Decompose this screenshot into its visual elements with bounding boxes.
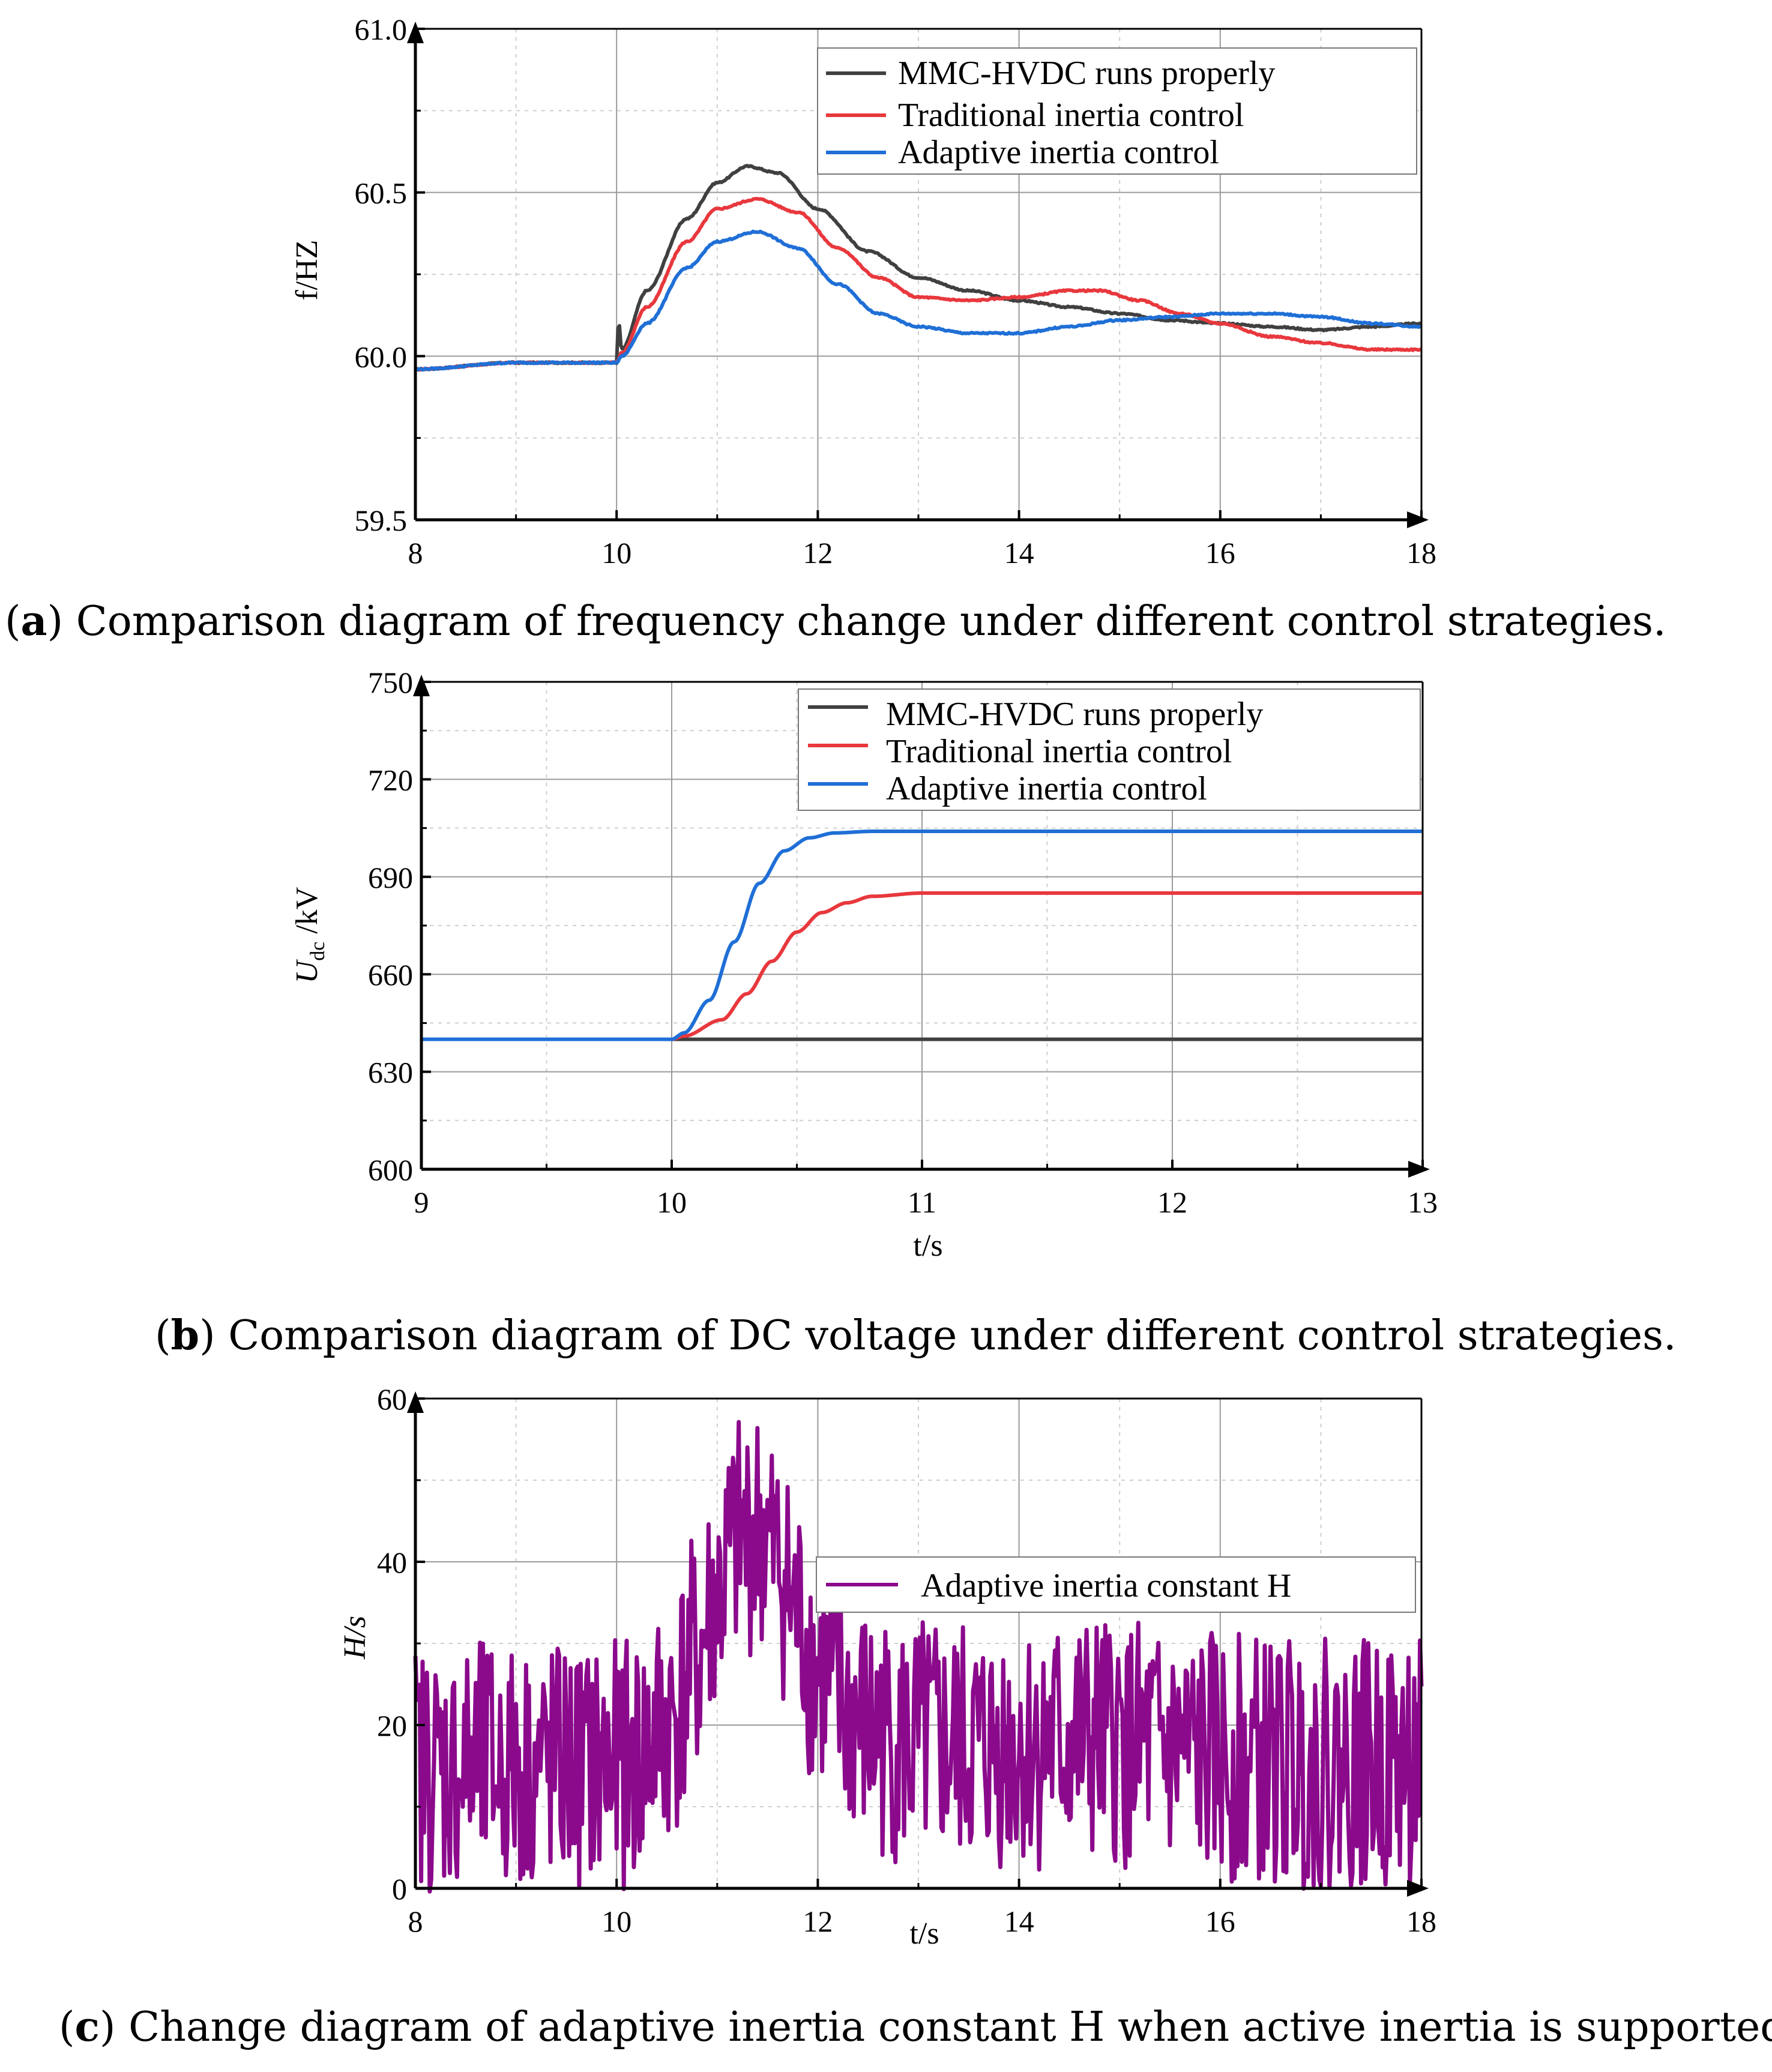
chart-b-ylabel: Udc /kV: [290, 887, 329, 984]
chart-b-ytick-5: 750: [368, 666, 413, 699]
chart-a-ytick-2: 60.5: [355, 176, 408, 210]
chart-a-series-0: [415, 164, 1422, 372]
chart-b-ytick-2: 660: [368, 958, 413, 992]
chart-a-caption-text: Comparison diagram of frequency change u…: [63, 598, 1666, 645]
chart-c-series: [413, 1420, 1424, 1894]
chart-a-xtick-2: 12: [803, 536, 833, 570]
chart-c-xtick-0: 8: [408, 1905, 423, 1938]
chart-b-legend: MMC-HVDC runs properly Traditional inert…: [798, 688, 1421, 811]
chart-c-y-arrow: [407, 1391, 424, 1413]
chart-c-caption-text: Change diagram of adaptive inertia const…: [115, 2004, 1772, 2051]
chart-a: 8 10 12 14 16 18 59.5 60.0 60.5 61.0 MMC-HVDC run…: [5, 13, 1666, 645]
chart-b-xtick-0: 9: [414, 1185, 429, 1219]
chart-a-legend-label-1: Traditional inertia control: [898, 97, 1244, 134]
chart-b-ytick-4: 720: [368, 763, 413, 797]
chart-c-xlabel: t/s: [909, 1917, 939, 1951]
chart-a-ytick-3: 61.0: [355, 13, 408, 46]
chart-b-caption-text: Comparison diagram of DC voltage under d…: [215, 1312, 1677, 1360]
chart-c-xtick-5: 18: [1406, 1905, 1436, 1938]
chart-a-axes: [407, 22, 1429, 528]
chart-b: 9 10 11 12 13 600 630 660 690 720 750 MMC-HVDC run…: [155, 666, 1677, 1360]
chart-a-ylabel: f/HZ: [290, 239, 324, 300]
chart-a-series-2: [414, 229, 1422, 372]
chart-b-caption-letter: b: [171, 1312, 200, 1360]
chart-b-ytick-0: 600: [368, 1153, 413, 1187]
chart-a-xtick-0: 8: [408, 536, 423, 570]
chart-c-xtick-3: 14: [1004, 1905, 1034, 1938]
chart-a-series: [414, 164, 1422, 372]
chart-c-x-arrow: [1407, 1880, 1429, 1897]
chart-b-ylabel-sub: dc: [307, 942, 329, 961]
chart-b-axes: [413, 675, 1430, 1178]
chart-c-xtick-2: 12: [803, 1905, 833, 1938]
chart-a-x-arrow: [1407, 511, 1429, 528]
chart-a-legend-label-0: MMC-HVDC runs properly: [898, 55, 1275, 92]
chart-b-ylabel-unit: /kV: [290, 887, 324, 942]
chart-b-x-arrow: [1408, 1161, 1430, 1178]
chart-a-xtick-4: 16: [1205, 536, 1235, 570]
chart-a-xtick-1: 10: [601, 536, 631, 570]
chart-a-y-arrow: [407, 22, 424, 43]
chart-a-ytick-1: 60.0: [355, 340, 408, 373]
chart-a-legend: MMC-HVDC runs properly Traditional inert…: [817, 47, 1417, 175]
chart-b-xtick-2: 11: [908, 1185, 936, 1219]
chart-b-legend-box: [798, 688, 1421, 811]
chart-c-ytick-0: 0: [392, 1872, 407, 1906]
chart-c-ylabel: H/s: [338, 1616, 372, 1660]
chart-b-series: [421, 830, 1423, 1041]
chart-c-ytick-2: 40: [377, 1546, 407, 1579]
chart-c-ytick-1: 20: [377, 1709, 407, 1742]
chart-a-caption: (a) Comparison diagram of frequency chan…: [5, 597, 1666, 645]
chart-b-ytick-1: 630: [368, 1056, 413, 1089]
chart-c-tick-labels: 8 10 12 14 16 18 0 20 40 60: [377, 1382, 1436, 1938]
chart-b-tick-labels: 9 10 11 12 13 600 630 660 690 720 750: [368, 666, 1438, 1219]
chart-a-xtick-5: 18: [1406, 536, 1436, 570]
chart-a-tick-labels: 8 10 12 14 16 18 59.5 60.0 60.5 61.0: [355, 13, 1437, 570]
chart-c: 8 10 12 14 16 18 0 20 40 60 Adaptive inertia cons…: [59, 1382, 1772, 2051]
chart-b-xtick-1: 10: [657, 1185, 687, 1219]
chart-b-ylabel-symbol: U: [290, 959, 324, 983]
chart-c-caption: (c) Change diagram of adaptive inertia c…: [59, 2003, 1772, 2051]
chart-c-legend: Adaptive inertia constant H: [816, 1556, 1416, 1613]
chart-b-ytick-3: 690: [368, 861, 413, 894]
chart-b-legend-label-2: Adaptive inertia control: [886, 770, 1207, 807]
chart-b-caption: (b) Comparison diagram of DC voltage und…: [155, 1312, 1677, 1360]
chart-c-xtick-4: 16: [1205, 1905, 1235, 1938]
chart-b-xtick-4: 13: [1408, 1185, 1438, 1219]
chart-c-ytick-3: 60: [377, 1382, 407, 1416]
chart-c-legend-box: [816, 1556, 1416, 1613]
chart-c-xtick-1: 10: [601, 1905, 631, 1938]
chart-c-legend-label-0: Adaptive inertia constant H: [921, 1567, 1291, 1604]
chart-c-series-0: [413, 1420, 1424, 1894]
chart-b-legend-label-0: MMC-HVDC runs properly: [886, 696, 1263, 733]
chart-c-caption-letter: c: [75, 2003, 100, 2051]
chart-a-xtick-3: 14: [1004, 536, 1034, 570]
chart-b-y-arrow: [413, 675, 430, 696]
chart-c-axes: [407, 1391, 1429, 1897]
chart-a-legend-box: [817, 47, 1417, 175]
chart-a-ytick-0: 59.5: [355, 504, 408, 537]
chart-b-legend-label-1: Traditional inertia control: [886, 733, 1232, 770]
chart-a-legend-label-2: Adaptive inertia control: [898, 134, 1219, 171]
chart-a-caption-letter: a: [21, 597, 47, 645]
chart-b-xtick-3: 12: [1157, 1185, 1187, 1219]
chart-b-series-2: [421, 830, 1423, 1041]
chart-b-xlabel: t/s: [913, 1229, 942, 1263]
